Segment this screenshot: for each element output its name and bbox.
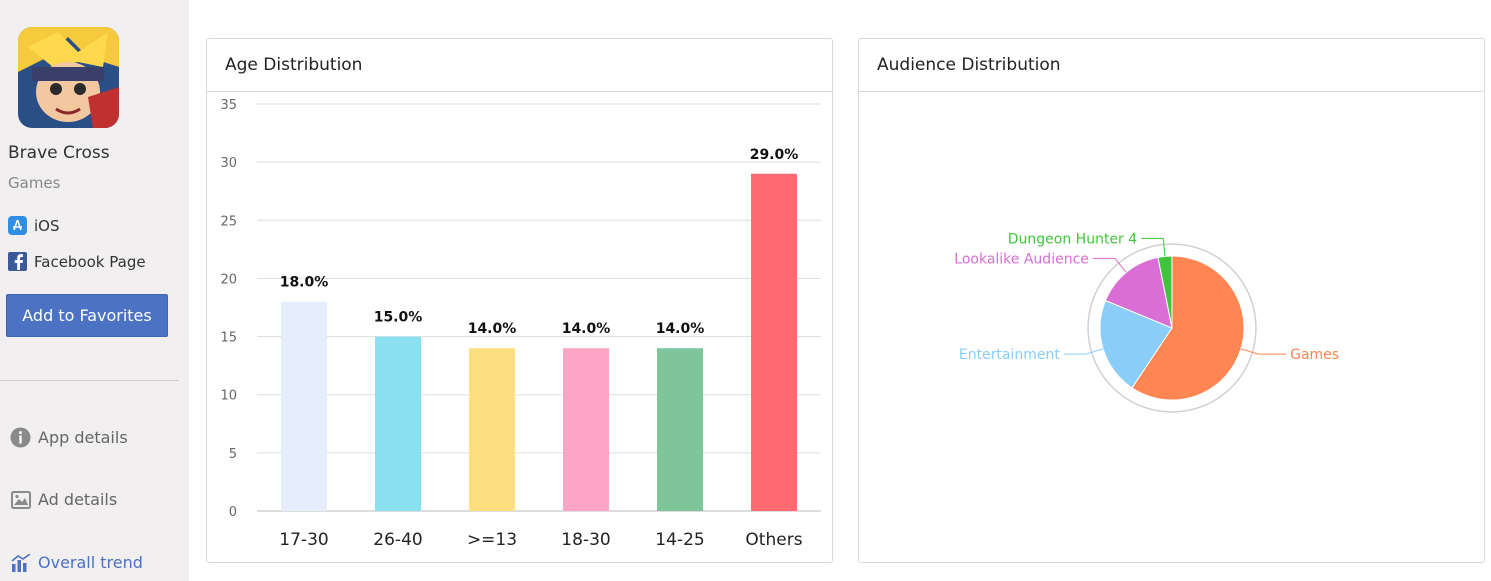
bar-data-label: 15.0% xyxy=(374,310,423,326)
y-tick-label: 5 xyxy=(229,447,237,462)
age-distribution-title: Age Distribution xyxy=(207,39,832,92)
pie-connector xyxy=(1092,257,1127,273)
bar[interactable] xyxy=(281,301,327,511)
pie-outer-ring xyxy=(1087,243,1257,413)
bar-data-label: 14.0% xyxy=(468,321,517,337)
facebook-icon xyxy=(8,252,27,271)
bar-data-label: 14.0% xyxy=(656,321,705,337)
sidebar: Brave Cross Games iOS Facebook Page Add … xyxy=(0,0,189,581)
pie-connector xyxy=(1063,348,1104,355)
pie-slice-label: Dungeon Hunter 4 xyxy=(1008,231,1137,247)
pie-slice-label: Games xyxy=(1290,347,1339,363)
pie-connector xyxy=(1240,348,1287,355)
y-tick-label: 30 xyxy=(220,156,237,171)
y-tick-label: 35 xyxy=(220,98,237,113)
age-distribution-chart: 0 5 10 15 20 25 30 35 18.0% 17-30 15.0% 26-40 14.0% >… xyxy=(220,98,821,550)
audience-distribution-chart: Games Entertainment Lookalike Audience Dung… xyxy=(954,231,1339,413)
image-icon xyxy=(10,489,31,510)
nav-overall-trend-label: Overall trend xyxy=(38,553,143,572)
bar-data-label: 29.0% xyxy=(750,147,799,163)
bar[interactable] xyxy=(563,348,609,511)
x-tick-label: >=13 xyxy=(467,530,517,550)
platform-facebook-link[interactable]: Facebook Page xyxy=(8,252,146,271)
bar-chart-icon xyxy=(10,552,31,573)
app-store-icon xyxy=(8,216,27,235)
x-tick-label: 14-25 xyxy=(655,530,704,550)
bar[interactable] xyxy=(469,348,515,511)
bar[interactable] xyxy=(657,348,703,511)
pie-slice-label: Entertainment xyxy=(959,347,1061,363)
platform-ios-link[interactable]: iOS xyxy=(8,216,60,235)
x-tick-label: 26-40 xyxy=(373,530,422,550)
pie-slice-label: Lookalike Audience xyxy=(954,251,1089,267)
pie-connector xyxy=(1141,237,1166,257)
x-tick-label: 18-30 xyxy=(561,530,610,550)
bar[interactable] xyxy=(375,336,421,511)
platform-ios-label: iOS xyxy=(34,216,60,235)
y-tick-label: 25 xyxy=(220,214,237,229)
y-tick-label: 0 xyxy=(229,505,237,520)
app-icon[interactable] xyxy=(18,27,119,128)
y-tick-label: 15 xyxy=(220,331,237,346)
bar-data-label: 18.0% xyxy=(280,275,329,291)
x-tick-label: Others xyxy=(745,530,802,550)
age-distribution-panel: Age Distribution 0 5 10 15 20 25 30 35 18.0% 17-3… xyxy=(206,38,833,563)
nav-ad-details[interactable]: Ad details xyxy=(10,489,117,510)
app-category: Games xyxy=(8,174,61,192)
nav-ad-details-label: Ad details xyxy=(38,490,118,509)
y-tick-label: 10 xyxy=(220,389,237,404)
app-name: Brave Cross xyxy=(8,143,110,163)
pie-slice[interactable] xyxy=(1099,299,1173,389)
pie-slice[interactable] xyxy=(1131,255,1245,401)
add-to-favorites-button[interactable]: Add to Favorites xyxy=(6,294,168,337)
y-tick-label: 20 xyxy=(220,272,237,287)
platform-facebook-label: Facebook Page xyxy=(34,252,146,271)
nav-overall-trend[interactable]: Overall trend xyxy=(10,552,143,573)
nav-app-details-label: App details xyxy=(38,428,128,447)
info-icon xyxy=(10,427,31,448)
x-tick-label: 17-30 xyxy=(279,530,328,550)
bar[interactable] xyxy=(751,173,797,511)
audience-distribution-title: Audience Distribution xyxy=(859,39,1484,92)
nav-app-details[interactable]: App details xyxy=(10,427,128,448)
bar-data-label: 14.0% xyxy=(562,321,611,337)
sidebar-divider xyxy=(0,380,179,381)
audience-distribution-panel: Audience Distribution Games Entertainment… xyxy=(858,38,1485,563)
